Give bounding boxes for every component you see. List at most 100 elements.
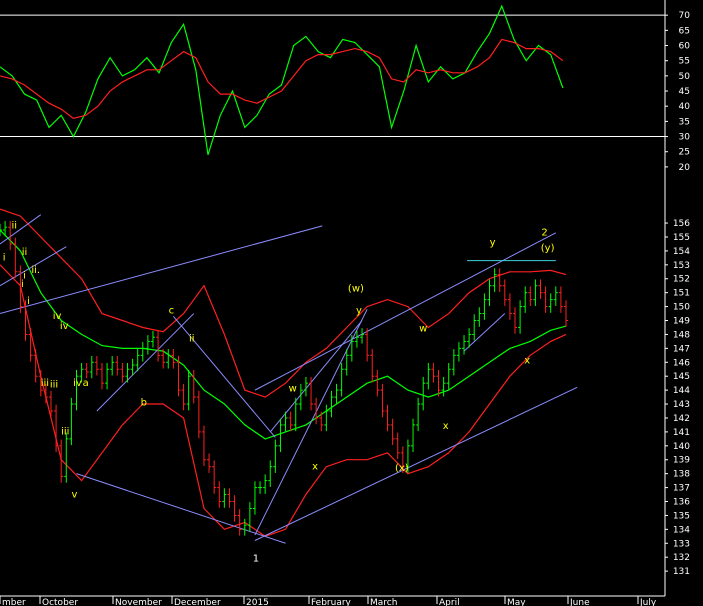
wave-label: ii — [189, 333, 195, 344]
price-tick-label: 140 — [673, 442, 690, 452]
price-tick-label: 152 — [673, 275, 690, 285]
price-tick-label: 147 — [673, 344, 690, 354]
osc-tick-label: 60 — [679, 42, 691, 52]
wave-label: ii — [11, 221, 17, 232]
wave-label: (x) — [395, 463, 409, 474]
wave-label: y — [490, 237, 496, 248]
price-tick-label: 133 — [673, 539, 690, 549]
price-tick-label: 136 — [673, 498, 690, 508]
month-label: October — [42, 598, 78, 606]
wave-label: w — [419, 324, 427, 335]
month-label: May — [507, 598, 526, 606]
price-tick-label: 145 — [673, 372, 690, 382]
month-label: 2015 — [246, 598, 269, 606]
trendlines — [0, 214, 578, 544]
price-tick-label: 154 — [673, 247, 690, 257]
month-axis: mber October November December 2015 February M… — [0, 596, 657, 606]
price-tick-label: 151 — [673, 289, 690, 299]
oscillator-line-1 — [0, 4, 564, 155]
trendline-5 — [254, 386, 578, 541]
month-label: June — [569, 598, 590, 606]
osc-tick-label: 55 — [679, 57, 690, 67]
osc-tick-label: 30 — [679, 133, 691, 143]
wave-label: iv — [60, 321, 69, 332]
osc-tick-label: 45 — [679, 87, 690, 97]
month-label: November — [115, 598, 162, 606]
price-tick-label: 150 — [673, 303, 690, 313]
wave-label: x — [524, 356, 530, 367]
osc-tick-label: 50 — [679, 72, 691, 82]
price-tick-label: 138 — [673, 470, 690, 480]
trendline-11 — [463, 313, 506, 352]
wave-label: w — [289, 384, 297, 395]
wave-label: i — [21, 279, 24, 290]
price-tick-label: 137 — [673, 484, 690, 494]
wave-label: i — [3, 253, 6, 264]
month-label: December — [174, 598, 221, 606]
oscillator-reference-lines — [0, 14, 665, 138]
trendline-6 — [254, 232, 557, 391]
oscillator-line-2 — [0, 38, 564, 119]
wave-label: y — [356, 306, 362, 317]
wave-label: ii. — [31, 265, 40, 276]
wave-label: x — [312, 461, 318, 472]
month-label: mber — [2, 598, 26, 606]
wave-label: i — [27, 296, 30, 307]
wave-label: 2 — [541, 228, 547, 239]
price-line-1 — [0, 208, 567, 398]
price-bars — [0, 220, 568, 536]
wave-label: iii — [50, 379, 58, 390]
wave-label: x — [443, 421, 449, 432]
trendline-1 — [0, 214, 42, 245]
trendline-4 — [76, 473, 286, 544]
wave-label: (w) — [348, 283, 364, 294]
wave-label: iv — [53, 311, 62, 322]
trendline-3 — [0, 225, 323, 315]
wave-label: iii — [41, 378, 49, 389]
price-tick-label: 143 — [673, 400, 690, 410]
price-tick-label: 132 — [673, 553, 690, 563]
osc-tick-label: 25 — [679, 148, 690, 158]
trendline-8 — [172, 316, 276, 438]
trendline-2 — [0, 246, 67, 287]
price-line-2 — [0, 264, 567, 537]
osc-tick-label: 40 — [679, 102, 691, 112]
month-label: February — [311, 598, 352, 606]
wave-label: iii — [61, 427, 69, 438]
price-tick-label: 141 — [673, 428, 690, 438]
wave-label: (y) — [541, 243, 555, 254]
price-tick-label: 146 — [673, 358, 690, 368]
price-bands — [0, 208, 567, 537]
osc-tick-label: 35 — [679, 117, 690, 127]
price-tick-label: 153 — [673, 261, 690, 271]
wave-label: iv — [73, 378, 82, 389]
month-label: July — [639, 598, 657, 606]
price-tick-label: 142 — [673, 414, 690, 424]
price-tick-label: 156 — [673, 219, 690, 229]
price-tick-label: 134 — [673, 525, 690, 535]
price-tick-label: 148 — [673, 330, 690, 340]
price-tick-label: 135 — [673, 511, 690, 521]
oscillator-axis: 20 25 30 35 40 45 50 55 60 65 70 — [665, 11, 690, 173]
wave-label: ii — [22, 247, 28, 258]
osc-tick-label: 65 — [679, 26, 690, 36]
price-tick-label: 155 — [673, 233, 690, 243]
wave-label: 1 — [253, 553, 259, 564]
price-axis: 131 132 133 134 135 136 137 138 139 140 141 142 143 1… — [665, 219, 690, 577]
month-label: April — [439, 598, 460, 606]
wave-label: i — [23, 271, 26, 282]
wave-label: a — [83, 378, 89, 389]
trendline-7 — [96, 313, 195, 412]
wave-label: c — [169, 306, 175, 317]
trendline-9 — [254, 309, 368, 536]
price-tick-label: 144 — [673, 386, 690, 396]
price-line-3 — [0, 229, 567, 440]
price-tick-label: 131 — [673, 567, 690, 577]
osc-tick-label: 20 — [679, 163, 691, 173]
wave-label: b — [141, 397, 147, 408]
oscillator-series — [0, 4, 564, 155]
month-label: March — [370, 598, 397, 606]
